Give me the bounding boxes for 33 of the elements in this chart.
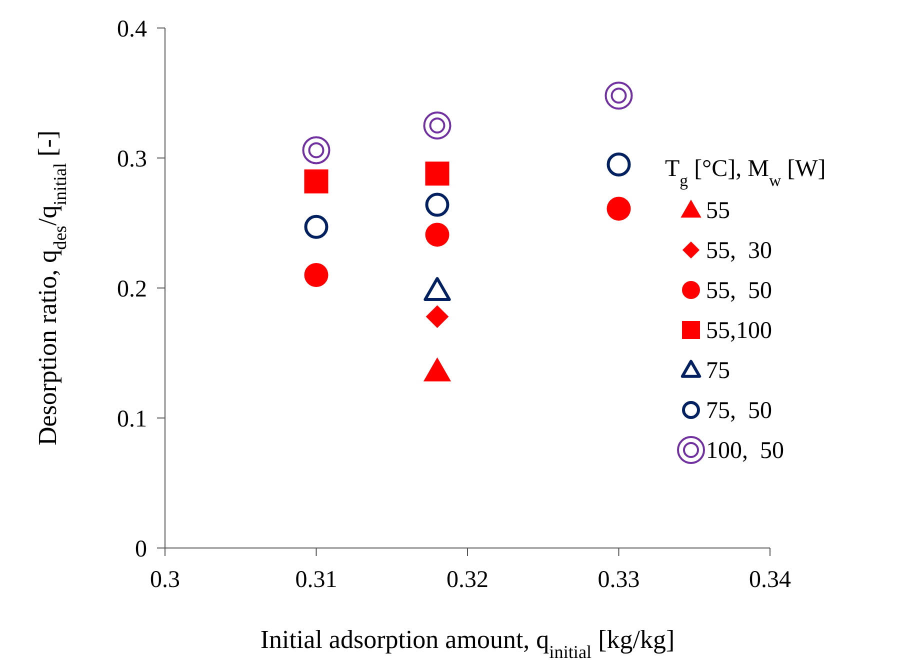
point <box>423 357 452 382</box>
x-tick-label: 0.33 <box>598 567 640 594</box>
x-tick-label: 0.32 <box>446 567 488 594</box>
legend-label: 55 <box>706 198 730 224</box>
legend-label: 75, 50 <box>706 398 772 424</box>
point <box>304 169 328 194</box>
legend-label: 55, 30 <box>706 238 772 264</box>
point <box>606 152 631 176</box>
legend-label: 100, 50 <box>706 438 784 464</box>
x-tick-label: 0.31 <box>295 567 338 594</box>
x-tick-label: 0.3 <box>150 567 180 594</box>
y-tick-label: 0.4 <box>117 16 147 43</box>
point <box>302 136 330 164</box>
legend-label: 55,100 <box>706 318 772 344</box>
y-tick-label: 0.2 <box>117 276 147 303</box>
point <box>425 192 450 217</box>
point <box>304 214 328 239</box>
y-tick-label: 0.3 <box>117 146 147 173</box>
point <box>426 305 449 328</box>
x-axis-title: Initial adsorption amount, q$_{initial}$ [kg/kg] <box>260 625 675 662</box>
point <box>425 162 450 186</box>
legend-title: T$_{g}$ [°C], M$_{w}$ [W] <box>665 156 826 190</box>
x-tick-label: 0.34 <box>749 567 791 594</box>
point <box>424 277 451 302</box>
y-tick-label: 0 <box>135 536 147 563</box>
legend-label: 75 <box>706 358 730 384</box>
y-tick-label: 0.1 <box>117 406 147 433</box>
point <box>425 222 450 247</box>
point <box>606 196 631 221</box>
legend-label: 55, 50 <box>706 278 772 304</box>
point <box>304 263 328 287</box>
point <box>423 112 452 140</box>
point <box>604 82 633 110</box>
